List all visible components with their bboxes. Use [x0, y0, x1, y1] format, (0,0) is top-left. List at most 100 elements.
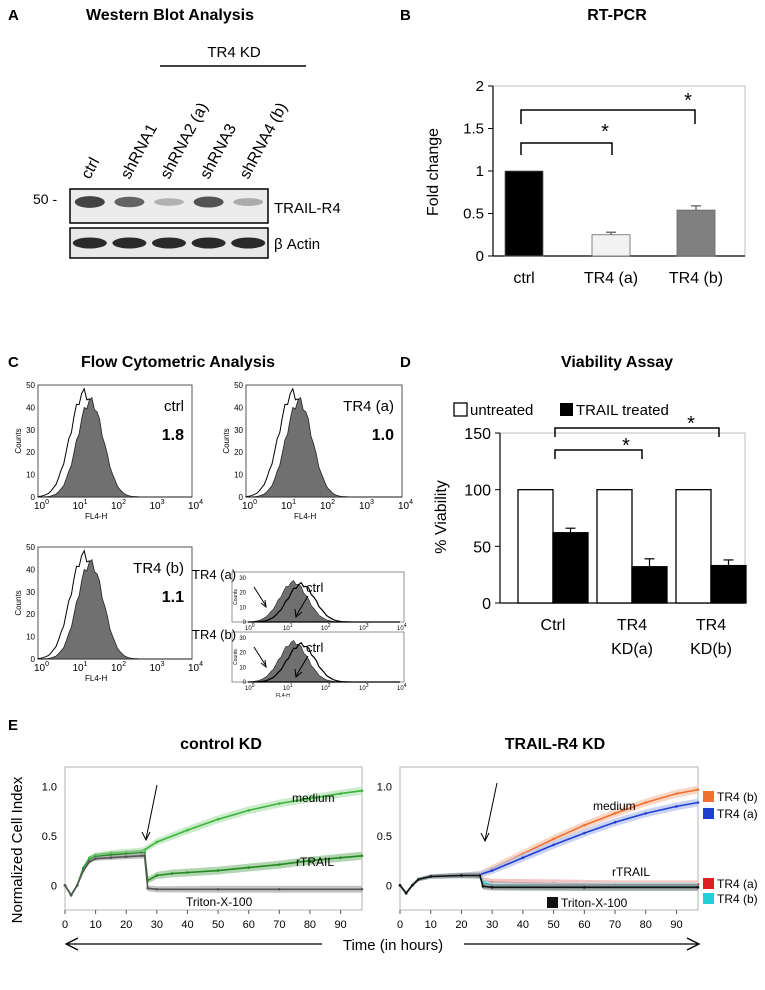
flow-overlay-ctrl-arrowhead: [294, 608, 303, 618]
band-label-trail-r4: TRAIL-R4: [274, 200, 341, 217]
flow-ytick: 50: [26, 543, 35, 552]
rtca-point-rtrail: [308, 859, 312, 862]
rtca-point-medium-tr4-a: [696, 801, 700, 804]
flow-xlabel: FL4-H: [294, 512, 316, 521]
flow-overlay-tr4-b: 0 10 20 30 Counts 100 101 102 103 104 FL4-H TR4 (b)…: [192, 627, 407, 699]
flow-xtick: 102: [111, 499, 126, 512]
panel-label-a: A: [8, 7, 19, 24]
rtca-left-xtick-label: 90: [334, 919, 346, 931]
flow-ytick: 30: [234, 426, 243, 435]
rtca-left-xtick-label: 60: [243, 919, 255, 931]
flow-sample-value: 1.8: [162, 427, 184, 444]
rtca-point-rtrail: [216, 869, 220, 872]
rtpcr-bar-tr4-a: [591, 234, 631, 257]
flow-xtick: 103: [359, 499, 374, 512]
flow-sample-value: 1.1: [162, 589, 184, 606]
rtca-point-triton-x-100: [146, 887, 149, 890]
rtpcr-ytick-label: 2: [476, 78, 484, 95]
flow-overlay-ytick: 0: [243, 680, 247, 686]
rtpcr-chart: 0 0.5 1 1.5 2 ctrl TR4 (a) TR4 (b): [463, 78, 745, 287]
flow-xtick: 100: [242, 499, 257, 512]
flow-ytick: 20: [26, 448, 35, 457]
viability-xtick-kd-a: KD(a): [611, 641, 653, 658]
band-trail-r4-ctrl: [74, 196, 105, 208]
panel-label-c: C: [8, 354, 19, 371]
rtca-point-triton-x-100: [404, 891, 408, 895]
viability-sig-bracket-1: [554, 449, 643, 459]
flow-overlay-kd-arrow: [253, 646, 267, 667]
rtca-point-triton-x-100: [155, 887, 159, 891]
time-axis-arrowhead-right: [686, 937, 701, 951]
rtca-point-medium-tr4-b: [552, 837, 555, 841]
rtca-right-xtick-label: 70: [609, 919, 621, 931]
rtca-point-medium-tr4-a: [613, 820, 617, 824]
rtca-left-arrowhead: [141, 831, 151, 842]
rtpcr-ytick-label: 0.5: [463, 206, 484, 223]
rtca-band-triton-x-100: [400, 872, 698, 895]
viability-bar-untreated-tr4-kd-b: [675, 489, 712, 604]
rtca-point-triton-x-100: [124, 855, 128, 859]
rtca-point-triton-x-100: [398, 884, 402, 887]
flow-overlay-xtick: 100: [245, 683, 255, 692]
flow-histogram-frame: [37, 384, 193, 498]
viability-ytick-label: 100: [464, 483, 491, 500]
rtca-right-xtick-label: 30: [486, 919, 498, 931]
viability-bar-untreated-tr4-kd-a: [596, 489, 633, 604]
flow-sample-name: ctrl: [164, 398, 184, 415]
flow-ytick: 40: [26, 403, 35, 412]
flow-ytick: 10: [26, 633, 35, 642]
band-actin-shrna1: [112, 237, 147, 249]
western-marker: 50 -: [33, 191, 57, 207]
rtpcr-ytick-label: 1: [476, 163, 484, 180]
rtca-right-xtick-label: 10: [425, 919, 437, 931]
rtca-point-medium-tr4-a: [552, 843, 555, 847]
flow-overlay-ylabel: Counts: [233, 649, 239, 665]
rtpcr-title: RT-PCR: [587, 7, 647, 24]
time-axis-label: Time (in hours): [343, 937, 443, 954]
flow-histogram-tr4-b: 0 10 20 30 40 50 Counts 100 101 102 103 104 FL4-H TR4…: [14, 543, 203, 683]
lane-label-shrna3: shRNA3: [197, 121, 240, 182]
rtca-band-triton-x-100: [65, 852, 362, 897]
rtca-legend-rtrail-a: TR4 (a): [717, 877, 758, 891]
rtca-left-label-medium: medium: [292, 791, 335, 805]
flow-overlay-xtick: 100: [245, 623, 255, 632]
rtca-point-triton-x-100: [481, 885, 485, 888]
flow-xtick: 100: [34, 499, 49, 512]
flow-xtick: 103: [150, 499, 165, 512]
flow-ytick: 0: [31, 493, 36, 502]
flow-title: Flow Cytometric Analysis: [81, 354, 275, 371]
flow-ytick: 10: [26, 471, 35, 480]
rtca-point-medium-tr4-a: [521, 856, 525, 860]
rtca-right-ytick-label: 0.5: [377, 831, 392, 843]
band-actin-shrna3: [191, 237, 226, 249]
flow-overlay-kd-arrowhead: [260, 599, 267, 609]
rtca-point-triton-x-100: [109, 856, 113, 860]
flow-sample-name: TR4 (b): [133, 560, 184, 577]
flow-ytick: 20: [26, 610, 35, 619]
flow-histogram-tr4-a: 0 10 20 30 40 50 Counts 100 101 102 103 104 FL4-H TR4…: [222, 381, 413, 521]
legend-swatch-untreated: [453, 402, 468, 417]
flow-ylabel: Counts: [222, 428, 231, 453]
blot-trail-r4: [69, 188, 269, 224]
rtca-right-arrow: [484, 782, 498, 841]
band-trail-r4-shrna4-b: [233, 198, 264, 206]
rtpcr-xtick-tr4-b: TR4 (b): [669, 270, 723, 287]
flow-histogram-frame: [37, 546, 193, 660]
rtca-legend-label-triton: Triton-X-100: [561, 896, 628, 910]
rtpcr-bar-ctrl: [504, 170, 544, 257]
flow-xtick: 103: [150, 661, 165, 674]
flow-ytick: 20: [234, 448, 243, 457]
flow-overlay-kd-arrow: [253, 586, 267, 607]
viability-title: Viability Assay: [561, 354, 673, 371]
flow-overlay-ctrl-curve: [248, 641, 400, 683]
rtpcr-sig-bracket-1: [520, 142, 613, 155]
panel-d: D Viability Assay untreated TRAIL treate…: [400, 354, 747, 658]
rtca-left-arrow: [145, 784, 158, 840]
flow-overlay-label: TR4 (a): [192, 567, 236, 582]
flow-overlay-ytick: 10: [239, 605, 246, 611]
rtca-point-medium-tr4-b: [644, 801, 648, 804]
